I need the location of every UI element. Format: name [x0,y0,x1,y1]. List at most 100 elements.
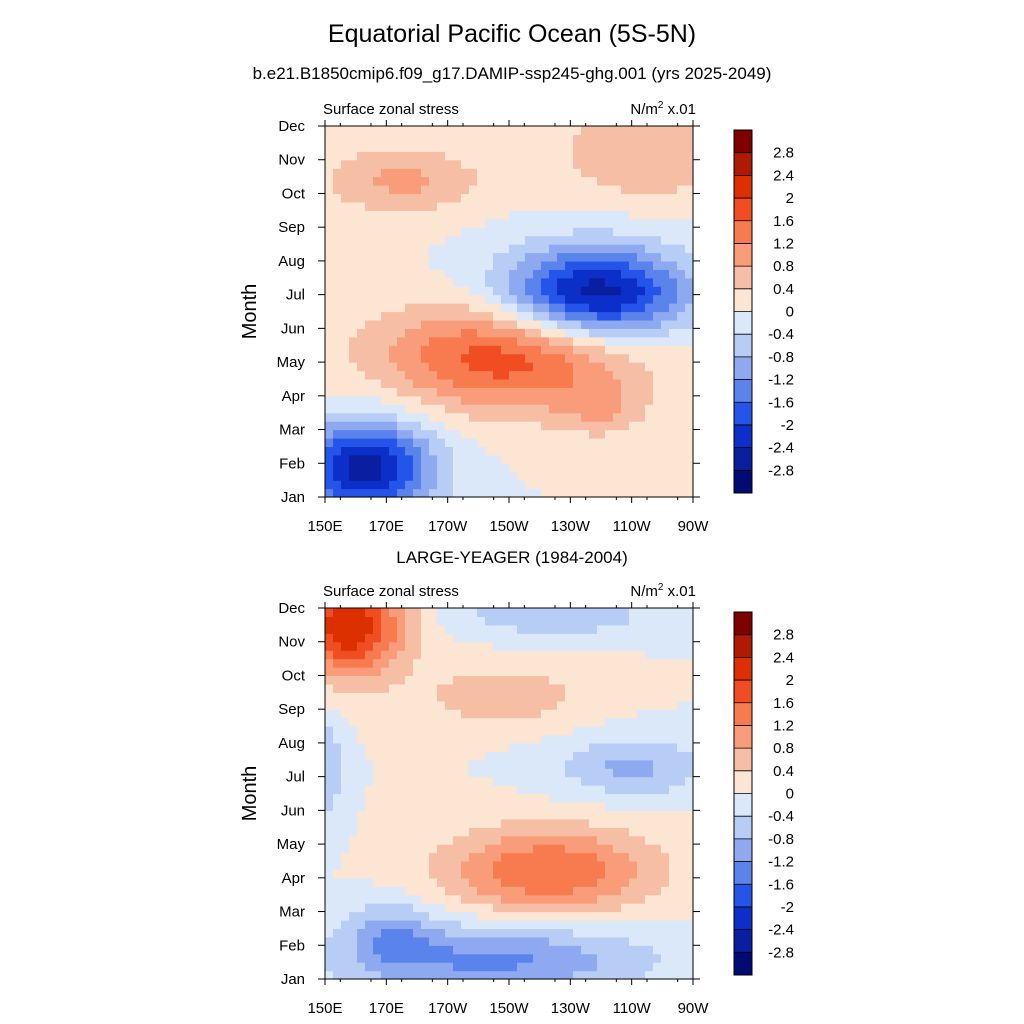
heatmap-cell [517,159,526,169]
heatmap-cell [437,395,446,405]
heatmap-cell [621,168,630,178]
heatmap-cell [525,294,534,304]
heatmap-cell [685,227,694,237]
heatmap-cell [461,260,470,270]
heatmap-cell [509,480,518,490]
heatmap-cell [389,227,398,237]
heatmap-cell [421,454,430,464]
heatmap-cell [333,168,342,178]
heatmap-cell [661,362,670,372]
heatmap-cell [613,852,622,862]
heatmap-cell [685,421,694,431]
heatmap-cell [485,142,494,152]
heatmap-cell [669,488,678,498]
heatmap-cell [605,480,614,490]
heatmap-cell [541,252,550,262]
heatmap-cell [365,134,374,144]
heatmap-cell [429,362,438,372]
heatmap-cell [605,412,614,422]
heatmap-cell [677,877,686,887]
heatmap-cell [445,793,454,803]
heatmap-cell [493,734,502,744]
heatmap-cell [381,378,390,388]
heatmap-cell [429,395,438,405]
heatmap-cell [365,852,374,862]
heatmap-cell [621,936,630,946]
heatmap-cell [621,269,630,279]
heatmap-cell [389,624,398,634]
heatmap-cell [493,294,502,304]
heatmap-cell [581,844,590,854]
heatmap-cell [621,616,630,626]
heatmap-cell [517,395,526,405]
heatmap-cell [437,608,446,618]
heatmap-cell [605,336,614,346]
heatmap-cell [597,412,606,422]
heatmap-cell [389,911,398,921]
heatmap-cell [477,658,486,668]
heatmap-cell [621,454,630,464]
heatmap-cell [485,269,494,279]
heatmap-cell [333,692,342,702]
heatmap-cell [349,378,358,388]
heatmap-cell [365,437,374,448]
heatmap-cell [637,269,646,279]
heatmap-cell [661,404,670,414]
heatmap-cell [557,700,566,710]
heatmap-cell [573,869,582,879]
heatmap-cell [533,303,542,313]
heatmap-cell [685,488,694,498]
heatmap-cell [685,860,694,870]
heatmap-cell [349,759,358,769]
heatmap-cell [485,818,494,828]
heatmap-cell [477,488,486,498]
heatmap-cell [477,624,486,634]
heatmap-cell [517,244,526,254]
heatmap-cell [341,776,350,786]
heatmap-cell [589,328,598,338]
heatmap-cell [589,844,598,854]
heatmap-cell [669,404,678,414]
heatmap-cell [573,395,582,405]
heatmap-cell [325,970,334,980]
heatmap-cell [501,328,510,338]
heatmap-cell [501,801,510,811]
heatmap-cell [645,412,654,422]
heatmap-cell [333,126,342,136]
heatmap-cell [421,218,430,228]
colorbar-swatch [734,884,752,908]
heatmap-cell [597,218,606,228]
heatmap-cell [389,894,398,904]
heatmap-cell [509,303,518,313]
heatmap-cell [677,463,686,473]
heatmap-cell [629,370,638,380]
heatmap-cell [637,641,646,651]
heatmap-cell [461,751,470,761]
heatmap-cell [349,742,358,752]
heatmap-cell [613,962,622,972]
heatmap-cell [461,421,470,431]
heatmap-cell [533,869,542,879]
heatmap-cell [365,294,374,304]
heatmap-cell [525,218,534,228]
heatmap-cell [589,801,598,811]
heatmap-cell [373,970,382,980]
heatmap-cell [349,667,358,677]
heatmap-cell [557,692,566,702]
heatmap-cell [669,936,678,946]
heatmap-cell [677,176,686,186]
heatmap-cell [573,768,582,778]
heatmap-cell [493,218,502,228]
heatmap-cell [469,252,478,262]
heatmap-cell [437,311,446,321]
heatmap-cell [397,303,406,313]
heatmap-cell [589,970,598,980]
heatmap-cell [541,742,550,752]
heatmap-cell [597,134,606,144]
heatmap-cell [341,395,350,405]
colorbar-swatch [734,612,752,635]
heatmap-cell [413,134,422,144]
heatmap-cell [381,336,390,346]
heatmap-cell [437,768,446,778]
heatmap-cell [429,945,438,955]
